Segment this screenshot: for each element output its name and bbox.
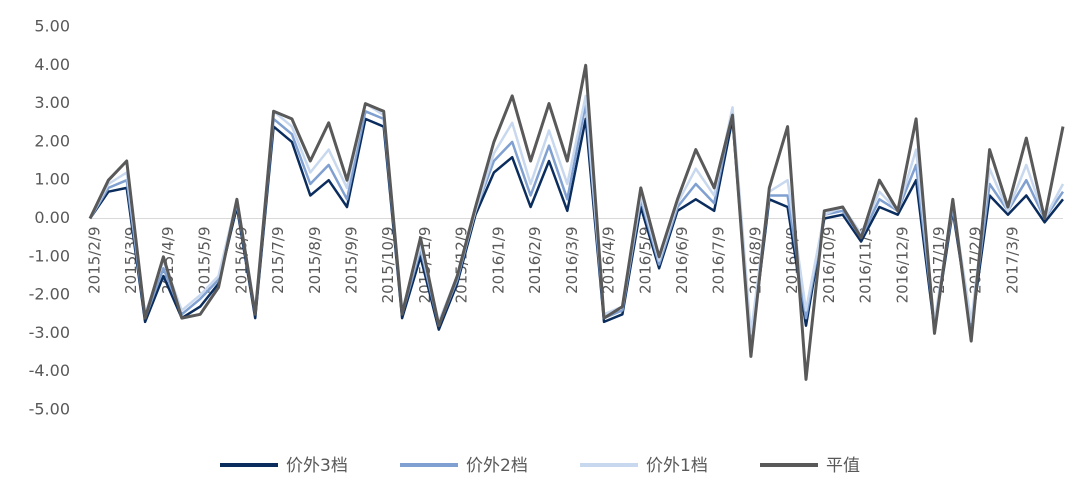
- y-tick-label: -2.00: [29, 285, 70, 304]
- x-tick-label: 2015/8/9: [306, 227, 324, 294]
- y-tick-label: 5.00: [34, 17, 70, 36]
- x-tick-label: 2015/6/9: [232, 227, 250, 294]
- x-tick-label: 2016/10/9: [820, 227, 838, 304]
- x-tick-label: 2016/4/9: [600, 227, 618, 294]
- y-tick-label: -4.00: [29, 361, 70, 380]
- x-tick-label: 2016/2/9: [526, 227, 544, 294]
- x-tick-label: 2015/10/9: [379, 227, 397, 304]
- x-tick-label: 2015/9/9: [343, 227, 361, 294]
- x-tick-label: 2015/7/9: [269, 227, 287, 294]
- x-tick-label: 2015/5/9: [196, 227, 214, 294]
- y-tick-label: -5.00: [29, 400, 70, 419]
- series-line: [88, 63, 1065, 381]
- x-tick-label: 2016/12/9: [893, 227, 911, 304]
- x-tick-label: 2017/3/9: [1003, 227, 1021, 294]
- x-tick-label: 2016/11/9: [857, 227, 875, 304]
- y-tick-label: 2.00: [34, 131, 70, 150]
- x-tick-label: 2016/7/9: [710, 227, 728, 294]
- y-tick-label: 4.00: [34, 55, 70, 74]
- legend-label: 价外3档: [286, 456, 348, 476]
- y-tick-label: -3.00: [29, 323, 70, 342]
- y-tick-label: 0.00: [34, 208, 70, 227]
- y-tick-label: -1.00: [29, 246, 70, 265]
- legend-label: 价外1档: [646, 456, 708, 476]
- x-tick-label: 2016/6/9: [673, 227, 691, 294]
- x-tick-label: 2016/3/9: [563, 227, 581, 294]
- y-tick-label: 3.00: [34, 93, 70, 112]
- legend-label: 平值: [826, 456, 860, 476]
- x-tick-label: 2015/2/9: [86, 227, 104, 294]
- legend-label: 价外2档: [466, 456, 528, 476]
- x-tick-label: 2016/5/9: [636, 227, 654, 294]
- y-tick-label: 1.00: [34, 170, 70, 189]
- x-tick-label: 2016/1/9: [489, 227, 507, 294]
